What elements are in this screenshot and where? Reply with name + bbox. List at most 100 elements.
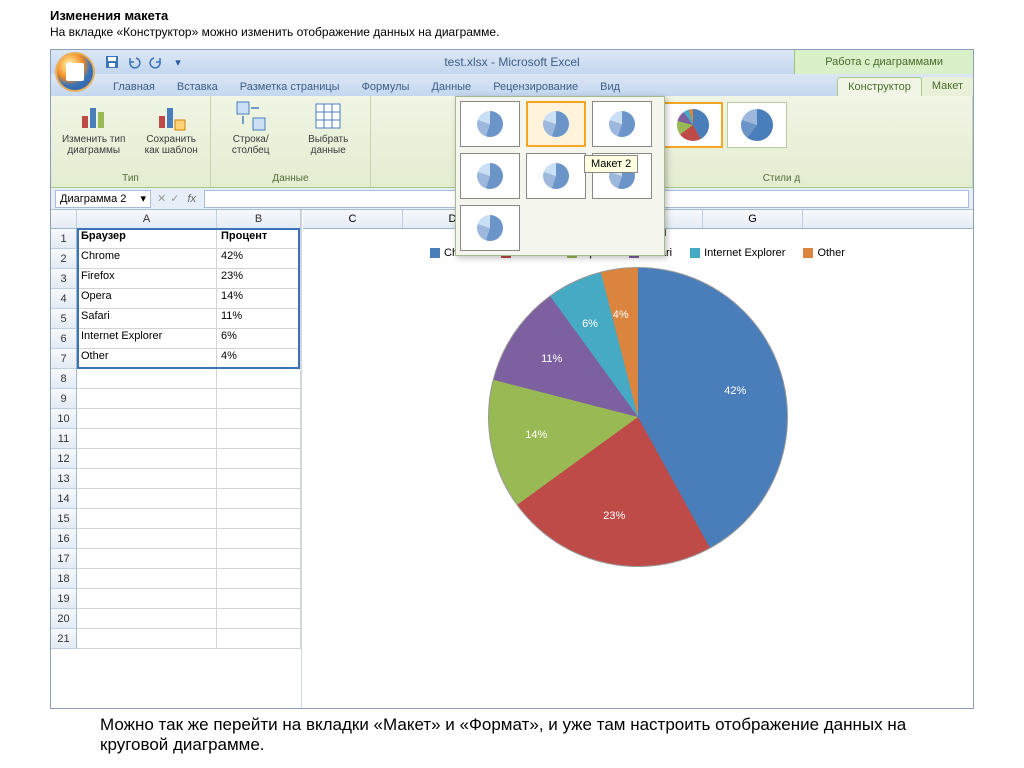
cell[interactable]: 4%	[217, 349, 301, 369]
cell[interactable]: 23%	[217, 269, 301, 289]
cell[interactable]	[217, 569, 301, 589]
layout-option-1[interactable]	[460, 101, 520, 147]
cell[interactable]	[217, 409, 301, 429]
row-header[interactable]: 16	[51, 529, 77, 549]
row-header[interactable]: 11	[51, 429, 77, 449]
cell[interactable]	[217, 489, 301, 509]
tab-page-layout[interactable]: Разметка страницы	[230, 78, 350, 96]
cell[interactable]	[217, 429, 301, 449]
tab-layout[interactable]: Макет	[922, 77, 973, 96]
save-icon[interactable]	[103, 53, 121, 71]
cell[interactable]: Firefox	[77, 269, 217, 289]
cell[interactable]: Opera	[77, 289, 217, 309]
cell[interactable]	[77, 369, 217, 389]
cancel-icon[interactable]: ✕	[157, 192, 166, 205]
cell[interactable]: 42%	[217, 249, 301, 269]
cell[interactable]: 14%	[217, 289, 301, 309]
cell[interactable]	[77, 489, 217, 509]
layout-option-2[interactable]	[526, 101, 586, 147]
qat-dropdown-icon[interactable]: ▾	[169, 53, 187, 71]
row-header[interactable]: 17	[51, 549, 77, 569]
row-header[interactable]: 13	[51, 469, 77, 489]
enter-icon[interactable]: ✓	[170, 192, 179, 205]
tab-insert[interactable]: Вставка	[167, 78, 228, 96]
fx-icon[interactable]: fx	[187, 193, 196, 205]
cell[interactable]	[77, 469, 217, 489]
cell[interactable]	[217, 529, 301, 549]
row-header[interactable]: 6	[51, 329, 77, 349]
cell[interactable]	[77, 409, 217, 429]
tab-review[interactable]: Рецензирование	[483, 78, 588, 96]
layout-option-4[interactable]	[460, 153, 520, 199]
row-header[interactable]: 19	[51, 589, 77, 609]
cell[interactable]	[217, 629, 301, 649]
cell[interactable]	[217, 449, 301, 469]
name-box[interactable]: Диаграмма 2▾	[55, 190, 151, 208]
cell[interactable]: Other	[77, 349, 217, 369]
col-header-B[interactable]: B	[217, 210, 301, 228]
cell-grid: A B 1БраузерПроцент 2Chrome42% 3Firefox23%…	[51, 210, 302, 708]
save-template-button[interactable]: Сохранить как шаблон	[136, 98, 206, 158]
cell[interactable]: Процент	[217, 229, 301, 249]
col-header-A[interactable]: A	[77, 210, 217, 228]
cell[interactable]: 11%	[217, 309, 301, 329]
tab-home[interactable]: Главная	[103, 78, 165, 96]
cell[interactable]	[77, 429, 217, 449]
tab-view[interactable]: Вид	[590, 78, 630, 96]
cell[interactable]	[217, 509, 301, 529]
row-header[interactable]: 15	[51, 509, 77, 529]
cell[interactable]	[217, 469, 301, 489]
cell[interactable]	[77, 389, 217, 409]
row-header[interactable]: 18	[51, 569, 77, 589]
row-header[interactable]: 21	[51, 629, 77, 649]
row-header[interactable]: 2	[51, 249, 77, 269]
cell[interactable]	[77, 609, 217, 629]
row-header[interactable]: 1	[51, 229, 77, 249]
select-data-button[interactable]: Выбрать данные	[290, 98, 366, 158]
tab-design[interactable]: Конструктор	[837, 77, 922, 96]
cell[interactable]	[217, 389, 301, 409]
cell[interactable]	[217, 609, 301, 629]
row-header[interactable]: 4	[51, 289, 77, 309]
row-header[interactable]: 9	[51, 389, 77, 409]
row-header[interactable]: 3	[51, 269, 77, 289]
cell[interactable]	[217, 549, 301, 569]
cell[interactable]: 6%	[217, 329, 301, 349]
cell[interactable]	[77, 629, 217, 649]
cell[interactable]	[77, 549, 217, 569]
row-header[interactable]: 5	[51, 309, 77, 329]
cell[interactable]: Safari	[77, 309, 217, 329]
row-header[interactable]: 8	[51, 369, 77, 389]
chart-object[interactable]: роцент ChromeFirefoxOperaSafariInternet …	[302, 210, 973, 708]
select-all-corner[interactable]	[51, 210, 77, 228]
cell[interactable]	[77, 449, 217, 469]
cell[interactable]	[217, 589, 301, 609]
office-button[interactable]	[55, 52, 95, 92]
cell[interactable]	[77, 529, 217, 549]
layout-option-3[interactable]	[592, 101, 652, 147]
cell[interactable]	[77, 509, 217, 529]
cell[interactable]: Internet Explorer	[77, 329, 217, 349]
row-header[interactable]: 20	[51, 609, 77, 629]
layout-option-7[interactable]	[460, 205, 520, 251]
col-header-G[interactable]: G	[703, 210, 803, 228]
layout-option-5[interactable]	[526, 153, 586, 199]
cell[interactable]: Браузер	[77, 229, 217, 249]
tab-data[interactable]: Данные	[421, 78, 481, 96]
row-header[interactable]: 10	[51, 409, 77, 429]
col-header-C[interactable]: C	[303, 210, 403, 228]
change-chart-type-button[interactable]: Изменить тип диаграммы	[55, 98, 132, 158]
switch-row-col-button[interactable]: Строка/столбец	[215, 98, 286, 158]
redo-icon[interactable]	[147, 53, 165, 71]
cell[interactable]	[77, 589, 217, 609]
row-header[interactable]: 7	[51, 349, 77, 369]
cell[interactable]: Chrome	[77, 249, 217, 269]
row-header[interactable]: 14	[51, 489, 77, 509]
cell[interactable]	[77, 569, 217, 589]
tab-formulas[interactable]: Формулы	[352, 78, 420, 96]
chart-style-3[interactable]	[727, 102, 787, 148]
cell[interactable]	[217, 369, 301, 389]
undo-icon[interactable]	[125, 53, 143, 71]
row-header[interactable]: 12	[51, 449, 77, 469]
chart-style-2[interactable]	[663, 102, 723, 148]
